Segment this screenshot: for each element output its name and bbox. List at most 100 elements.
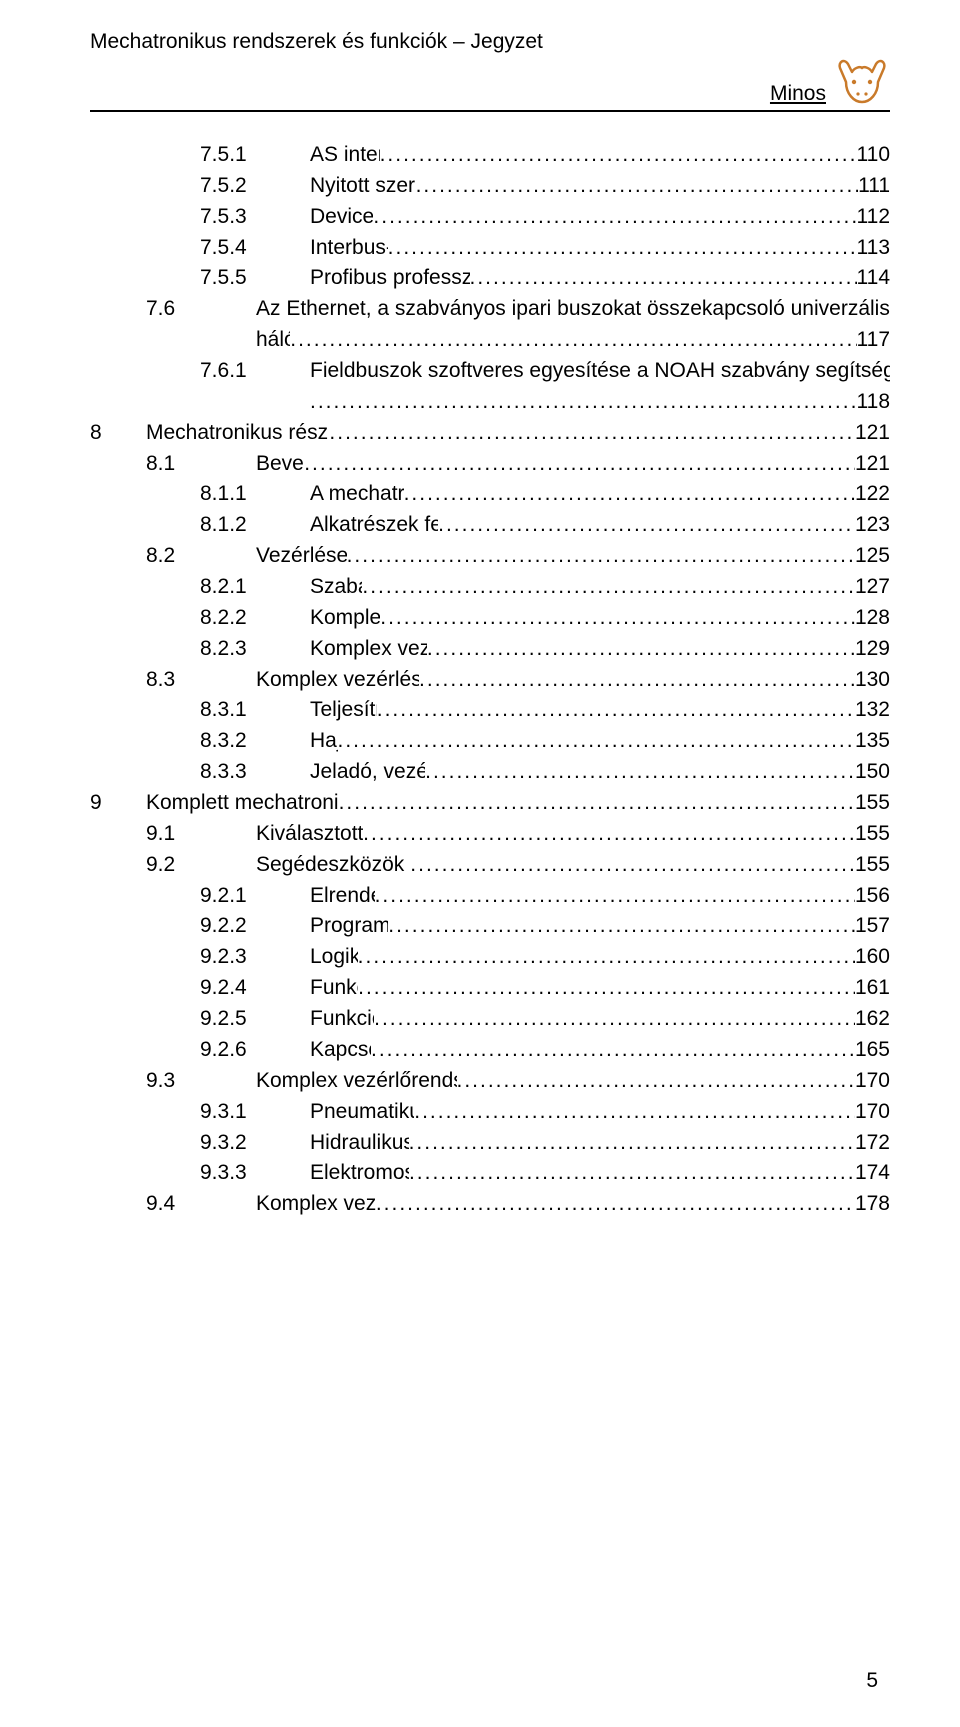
toc-page: 162	[855, 1004, 890, 1035]
toc-leader	[363, 819, 855, 850]
toc-entry: 8.3Komplex vezérlések teljesítmény- és j…	[90, 665, 890, 696]
toc-page: 118	[857, 387, 890, 418]
toc-leader	[374, 1004, 855, 1035]
toc-entry: 9.2.4Funkcióterv161	[90, 973, 890, 1004]
toc-page: 174	[855, 1158, 890, 1189]
toc-number: 9.2.1	[200, 881, 310, 912]
toc-page: 172	[855, 1128, 890, 1159]
toc-leader	[409, 1128, 855, 1159]
toc-leader	[414, 1097, 855, 1128]
toc-leader	[362, 572, 855, 603]
toc-page: 160	[855, 942, 890, 973]
toc-title: Pneumatikus kapcsolási rajz	[310, 1097, 414, 1128]
toc-title: Alkatrészek feldolgozása és szerelés	[310, 510, 438, 541]
toc-entry: 9.2.2Programlefutási terv157	[90, 911, 890, 942]
toc-leader	[470, 263, 857, 294]
toc-number: 8.3	[146, 665, 256, 696]
toc-leader	[404, 479, 855, 510]
toc-page: 170	[855, 1066, 890, 1097]
header-row: Minos	[90, 54, 890, 106]
toc-title: Hidraulikus kapcsolási rajz	[310, 1128, 409, 1159]
toc-page: 114	[857, 263, 890, 294]
toc-page: 155	[855, 819, 890, 850]
toc-page: 125	[855, 541, 890, 572]
toc-leader	[380, 603, 855, 634]
toc-leader	[376, 1189, 855, 1220]
toc-title: Elrendezési terv	[310, 881, 375, 912]
toc-title: Teljesítményrész	[310, 695, 377, 726]
toc-title: Segédeszközök a vezérlés fejlesztéséhez	[256, 850, 410, 881]
toc-entry: 9.2.3Logikai terv160	[90, 942, 890, 973]
toc-leader	[373, 202, 856, 233]
toc-entry: 9.1Kiválasztott komponensek155	[90, 819, 890, 850]
toc-entry-cont: 118	[90, 387, 890, 418]
toc-leader	[425, 757, 855, 788]
toc-leader	[377, 695, 855, 726]
toc-entry: 9.3.2Hidraulikus kapcsolási rajz172	[90, 1128, 890, 1159]
toc-leader	[427, 634, 855, 665]
toc-number: 9.4	[146, 1189, 256, 1220]
toc-entry: 8.3.2Hajtás 135	[90, 726, 890, 757]
toc-number: 7.5.2	[200, 171, 310, 202]
toc-page: 128	[855, 603, 890, 634]
toc-leader	[375, 881, 855, 912]
toc-leader	[388, 911, 855, 942]
toc-title: Nyitott szerkezetű CAN busz	[310, 171, 416, 202]
toc-page: 165	[855, 1035, 890, 1066]
toc-page: 130	[855, 665, 890, 696]
toc-entry: 7.6Az Ethernet, a szabványos ipari buszo…	[90, 294, 890, 325]
toc-page: 161	[855, 973, 890, 1004]
toc-title: Profibus professzionális busz hálózat (-…	[310, 263, 470, 294]
toc-page: 135	[855, 726, 890, 757]
toc-entry: 8.3.3Jeladó, vezérlő és beállító tagok15…	[90, 757, 890, 788]
toc-entry: 7.5.5Profibus professzionális busz hálóz…	[90, 263, 890, 294]
toc-page: 112	[857, 202, 890, 233]
toc-entry: 8.1Bevezetés121	[90, 449, 890, 480]
toc-title: Komplex vezérlések teljesítmény- és jelr…	[256, 665, 419, 696]
toc-entry: 8.1.2Alkatrészek feldolgozása és szerelé…	[90, 510, 890, 541]
toc-entry: 8.1.1A mechatronika kifejezés122	[90, 479, 890, 510]
toc-leader	[358, 942, 855, 973]
toc-entry: 9.2.6Kapcsolási rajz165	[90, 1035, 890, 1066]
toc-entry: 9Komplett mechatronikus rendszer fejlesz…	[90, 788, 890, 819]
toc-entry: 7.5.4Interbus-S fieldbusz113	[90, 233, 890, 264]
toc-number: 8	[90, 418, 146, 449]
toc-entry: 8.2.1Szabályozás127	[90, 572, 890, 603]
toc-page: 127	[855, 572, 890, 603]
toc-number: 7.5.4	[200, 233, 310, 264]
toc-entry: 8.2.3Komplex vezérlések különbségei129	[90, 634, 890, 665]
toc-number: 9.2.6	[200, 1035, 310, 1066]
toc-leader	[338, 726, 855, 757]
toc-title: Fieldbuszok szoftveres egyesítése a NOAH…	[310, 356, 890, 387]
toc-page: 178	[855, 1189, 890, 1220]
toc-title: Szabályozás	[310, 572, 362, 603]
toc-title: AS interfész busz	[310, 140, 380, 171]
toc-title: Vezérlések felépítése	[256, 541, 347, 572]
toc-leader	[304, 449, 855, 480]
toc-entry: 9.3Komplex vezérlőrendszerek kapcsolási …	[90, 1066, 890, 1097]
toc-title: Programlefutási terv	[310, 911, 388, 942]
toc-page: 123	[855, 510, 890, 541]
toc-title: Elektromos kapcsolási rajz	[310, 1158, 409, 1189]
toc-number: 8.3.3	[200, 757, 310, 788]
toc-title: Logikai terv	[310, 942, 358, 973]
toc-page: 110	[857, 140, 890, 171]
toc-title: Jeladó, vezérlő és beállító tagok	[310, 757, 425, 788]
toc-number: 8.2.2	[200, 603, 310, 634]
toc-number: 9.2.2	[200, 911, 310, 942]
toc-number: 7.5.3	[200, 202, 310, 233]
toc-number: 8.3.2	[200, 726, 310, 757]
toc-page: 122	[855, 479, 890, 510]
toc-number: 8.3.1	[200, 695, 310, 726]
toc-entry: 7.5.1AS interfész busz110	[90, 140, 890, 171]
toc-entry: 9.3.1Pneumatikus kapcsolási rajz170	[90, 1097, 890, 1128]
bull-logo-icon	[834, 54, 890, 106]
toc-title: Hajtás	[310, 726, 338, 757]
toc-title: Az Ethernet, a szabványos ipari buszokat…	[256, 294, 890, 325]
toc-page: 155	[855, 850, 890, 881]
header: Mechatronikus rendszerek és funkciók – J…	[90, 30, 890, 112]
toc-page: 170	[855, 1097, 890, 1128]
toc-entry: 9.4Komplex vezérlés létrehozása178	[90, 1189, 890, 1220]
document-subtitle: Minos	[770, 82, 826, 106]
toc-page: 117	[857, 325, 890, 356]
